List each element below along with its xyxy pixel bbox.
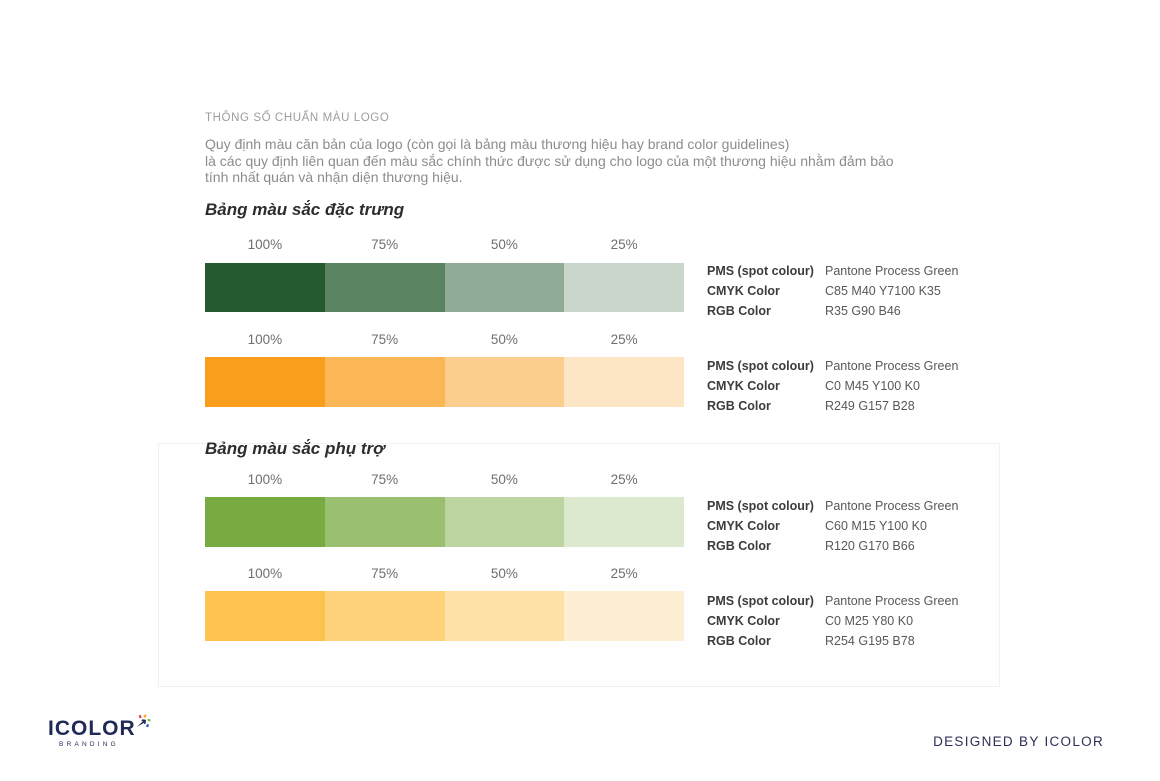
designed-by-credit: DESIGNED BY ICOLOR: [933, 734, 1104, 749]
percent-labels-row: 100% 75% 50% 25%: [205, 472, 684, 487]
percent-label: 75%: [371, 237, 399, 252]
section-title-primary: Bảng màu sắc đặc trưng: [205, 200, 405, 219]
percent-label: 50%: [490, 566, 518, 581]
percent-label: 50%: [490, 332, 518, 347]
support-section-panel: [158, 443, 1000, 687]
swatch-cell: [564, 591, 684, 641]
spec-value: Pantone Process Green: [825, 594, 959, 608]
spec-value: C60 M15 Y100 K0: [825, 519, 927, 533]
spec-label: CMYK Color: [707, 614, 780, 628]
spec-label: PMS (spot colour): [707, 499, 814, 513]
percent-label: 100%: [247, 566, 283, 581]
color-swatch-bar-primary-orange: [205, 357, 684, 407]
spec-label: RGB Color: [707, 634, 771, 648]
spec-line: RGB Color R249 G157 B28: [707, 396, 1007, 416]
intro-line: tính nhất quán và nhận diện thương hiệu.: [205, 169, 463, 185]
swatch-cell: [324, 497, 445, 547]
logo-subtext: BRANDING: [59, 741, 119, 748]
color-swatch-bar-support-green: [205, 497, 684, 547]
spec-line: RGB Color R254 G195 B78: [707, 631, 1007, 651]
percent-label: 25%: [610, 237, 638, 252]
spec-label: RGB Color: [707, 304, 771, 318]
swatch-cell: [324, 357, 445, 407]
spec-line: PMS (spot colour) Pantone Process Green: [707, 261, 1007, 281]
spec-value: R35 G90 B46: [825, 304, 901, 318]
spec-value: Pantone Process Green: [825, 359, 959, 373]
sparkle-icon: [135, 714, 151, 735]
swatch-cell: [205, 591, 325, 641]
icolor-logo: ICOLOR BRANDING: [48, 714, 151, 748]
percent-label: 25%: [610, 332, 638, 347]
spec-line: RGB Color R120 G170 B66: [707, 536, 1007, 556]
color-specs: PMS (spot colour) Pantone Process Green …: [707, 356, 1007, 416]
spec-value: C0 M45 Y100 K0: [825, 379, 920, 393]
intro-line: Quy định màu căn bản của logo (còn gọi l…: [205, 136, 790, 152]
percent-label: 25%: [610, 472, 638, 487]
spec-value: C85 M40 Y7100 K35: [825, 284, 941, 298]
spec-value: R120 G170 B66: [825, 539, 915, 553]
swatch-cell: [564, 497, 684, 547]
swatch-cell: [205, 497, 325, 547]
spec-label: PMS (spot colour): [707, 594, 814, 608]
swatch-cell: [444, 497, 565, 547]
section-title-support: Bảng màu sắc phụ trợ: [205, 439, 385, 458]
spec-line: RGB Color R35 G90 B46: [707, 301, 1007, 321]
swatch-cell: [324, 591, 445, 641]
swatch-cell: [324, 263, 445, 312]
spec-value: R249 G157 B28: [825, 399, 915, 413]
spec-value: C0 M25 Y80 K0: [825, 614, 914, 628]
swatch-cell: [444, 357, 565, 407]
swatch-cell: [564, 357, 684, 407]
spec-label: CMYK Color: [707, 519, 780, 533]
color-specs: PMS (spot colour) Pantone Process Green …: [707, 496, 1007, 556]
percent-labels-row: 100% 75% 50% 25%: [205, 237, 684, 252]
color-swatch-bar-support-yellow: [205, 591, 684, 641]
spec-label: CMYK Color: [707, 284, 780, 298]
color-specs: PMS (spot colour) Pantone Process Green …: [707, 591, 1007, 651]
spec-value: R254 G195 B78: [825, 634, 915, 648]
spec-line: PMS (spot colour) Pantone Process Green: [707, 496, 1007, 516]
color-specs: PMS (spot colour) Pantone Process Green …: [707, 261, 1007, 321]
percent-labels-row: 100% 75% 50% 25%: [205, 566, 684, 581]
spec-line: CMYK Color C0 M45 Y100 K0: [707, 376, 1007, 396]
swatch-cell: [205, 263, 325, 312]
spec-label: PMS (spot colour): [707, 359, 814, 373]
spec-line: CMYK Color C60 M15 Y100 K0: [707, 516, 1007, 536]
percent-label: 25%: [610, 566, 638, 581]
percent-label: 100%: [247, 237, 283, 252]
percent-label: 75%: [371, 566, 399, 581]
spec-value: Pantone Process Green: [825, 499, 959, 513]
intro-line: là các quy định liên quan đến màu sắc ch…: [205, 152, 894, 169]
intro-paragraph: Quy định màu căn bản của logo (còn gọi l…: [205, 136, 894, 186]
percent-label: 75%: [371, 332, 399, 347]
spec-label: RGB Color: [707, 539, 771, 553]
percent-label: 50%: [490, 472, 518, 487]
spec-label: CMYK Color: [707, 379, 780, 393]
percent-label: 50%: [490, 237, 518, 252]
spec-value: Pantone Process Green: [825, 264, 959, 278]
page-kicker: THÔNG SỐ CHUẨN MÀU LOGO: [205, 112, 390, 124]
swatch-cell: [205, 357, 325, 407]
swatch-cell: [564, 263, 684, 312]
percent-label: 75%: [371, 472, 399, 487]
swatch-cell: [444, 263, 565, 312]
percent-label: 100%: [247, 332, 283, 347]
percent-label: 100%: [247, 472, 283, 487]
color-swatch-bar-primary-green: [205, 263, 684, 312]
swatch-cell: [444, 591, 565, 641]
spec-label: PMS (spot colour): [707, 264, 814, 278]
logo-wordmark: ICOLOR: [48, 717, 136, 740]
spec-line: CMYK Color C85 M40 Y7100 K35: [707, 281, 1007, 301]
spec-line: PMS (spot colour) Pantone Process Green: [707, 356, 1007, 376]
spec-line: PMS (spot colour) Pantone Process Green: [707, 591, 1007, 611]
spec-line: CMYK Color C0 M25 Y80 K0: [707, 611, 1007, 631]
percent-labels-row: 100% 75% 50% 25%: [205, 332, 684, 347]
spec-label: RGB Color: [707, 399, 771, 413]
